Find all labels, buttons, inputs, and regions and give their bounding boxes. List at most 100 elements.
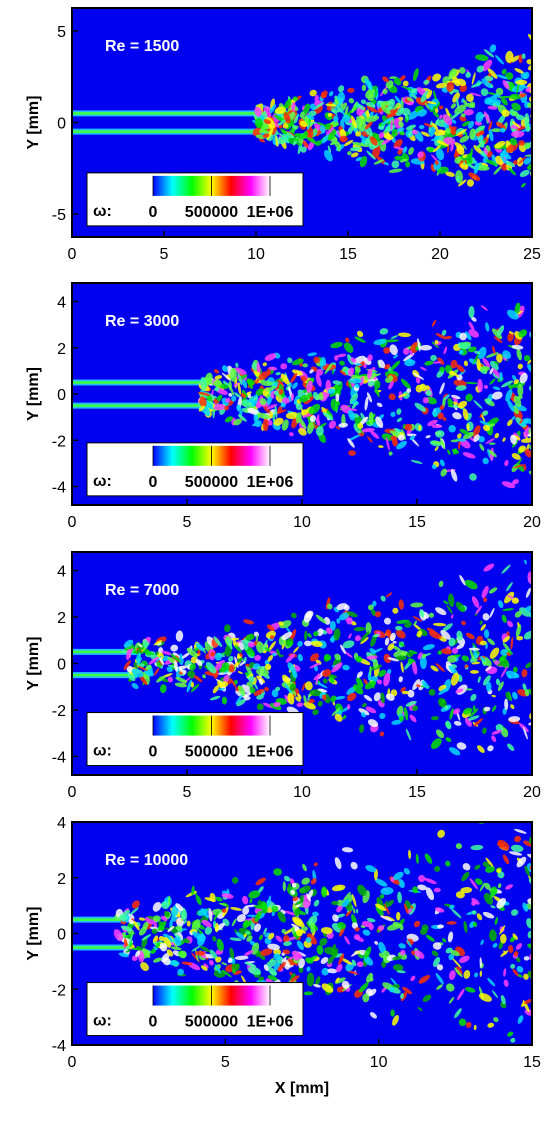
vortex-blob	[322, 412, 334, 421]
vortex-blob	[383, 672, 391, 687]
vortex-blob	[390, 360, 401, 371]
vortex-blob	[409, 435, 416, 441]
vortex-blob	[365, 622, 372, 635]
vortex-blob	[331, 707, 341, 717]
vortex-blob	[265, 959, 277, 969]
vortex-blob	[331, 662, 343, 673]
vortex-blob	[335, 426, 341, 430]
vortex-blob	[337, 147, 341, 152]
vortex-blob	[510, 909, 519, 916]
vortex-blob	[385, 592, 393, 598]
vortex-blob	[303, 130, 309, 138]
vortex-blob	[484, 882, 491, 890]
vortex-blob	[539, 171, 543, 175]
vortex-blob	[200, 908, 209, 919]
vortex-blob	[229, 947, 235, 960]
vortex-blob	[179, 666, 183, 673]
y-tick-label: -4	[52, 480, 66, 497]
vortex-blob	[479, 139, 485, 148]
vortex-blob	[373, 159, 385, 165]
vortex-blob	[503, 968, 507, 977]
vortex-blob	[231, 877, 239, 884]
vortex-blob	[472, 353, 480, 365]
vortex-blob	[415, 853, 419, 864]
vortex-blob	[406, 939, 412, 948]
vortex-blob	[163, 937, 172, 948]
vortex-blob	[460, 887, 473, 894]
vortex-blob	[390, 1009, 395, 1017]
vortex-blob	[457, 179, 467, 187]
vortex-blob	[128, 933, 133, 946]
vortex-blob	[473, 145, 483, 155]
vortex-blob	[519, 372, 528, 384]
vortex-blob	[512, 968, 520, 977]
vortex-blob	[506, 620, 514, 628]
vortex-blob	[482, 424, 491, 432]
vortex-blob	[263, 119, 271, 125]
vortex-blob	[374, 940, 379, 945]
vortex-blob	[356, 961, 364, 968]
vortex-blob	[383, 653, 392, 664]
vortex-blob	[346, 692, 357, 702]
vortex-blob	[534, 726, 540, 733]
vortex-blob	[491, 391, 503, 400]
vortex-blob	[364, 396, 369, 411]
vortex-blob	[354, 365, 361, 373]
vortex-blob	[471, 596, 480, 608]
vortex-blob	[451, 119, 457, 124]
vortex-blob	[345, 337, 350, 343]
vortex-blob	[161, 650, 172, 656]
vortex-blob	[487, 68, 498, 79]
vortex-blob	[493, 166, 502, 175]
vortex-blob	[290, 975, 300, 983]
vortex-blob	[447, 398, 454, 408]
vortex-blob	[153, 957, 163, 963]
vortex-blob	[246, 378, 254, 390]
vortex-blob	[285, 653, 296, 663]
vortex-blob	[491, 367, 502, 379]
vortex-blob	[398, 715, 404, 722]
vortex-blob	[369, 648, 376, 654]
vortex-blob	[522, 902, 529, 912]
vortex-blob	[516, 635, 524, 641]
vortex-blob	[313, 356, 320, 364]
vortex-blob	[375, 416, 384, 429]
vortex-blob	[420, 90, 429, 103]
vortex-blob	[275, 409, 287, 415]
vortex-blob	[494, 99, 502, 105]
vortex-blob	[406, 97, 414, 102]
vortex-blob	[348, 381, 352, 390]
vortex-blob	[380, 595, 386, 602]
vortex-blob	[206, 395, 213, 401]
vortex-blob	[399, 158, 408, 163]
vortex-blob	[521, 53, 526, 60]
vortex-blob	[461, 620, 466, 626]
vortex-blob	[365, 110, 370, 118]
vortex-blob	[214, 387, 220, 392]
vortex-blob	[392, 1015, 399, 1026]
vortex-blob	[217, 688, 226, 691]
x-tick-label: 15	[408, 514, 426, 531]
vortex-blob	[263, 927, 268, 935]
vortex-blob	[387, 923, 401, 931]
vortex-blob	[449, 904, 455, 910]
vortex-blob	[534, 150, 542, 157]
vortex-blob	[384, 363, 391, 370]
vortex-blob	[213, 970, 226, 978]
vortex-blob	[283, 935, 290, 943]
vortex-blob	[501, 109, 510, 117]
vortex-blob	[371, 680, 375, 689]
vortex-blob	[455, 385, 467, 391]
vortex-blob	[306, 421, 314, 435]
vortex-blob	[531, 90, 543, 103]
vortex-blob	[439, 114, 443, 120]
vortex-blob	[534, 157, 544, 164]
vortex-blob	[532, 696, 545, 707]
vortex-blob	[409, 714, 417, 723]
vortex-blob	[509, 851, 523, 856]
vortex-blob	[404, 903, 409, 914]
vortex-blob	[368, 411, 374, 425]
vortex-blob	[129, 907, 139, 916]
vortex-blob	[377, 925, 385, 931]
vortex-blob	[369, 430, 380, 439]
